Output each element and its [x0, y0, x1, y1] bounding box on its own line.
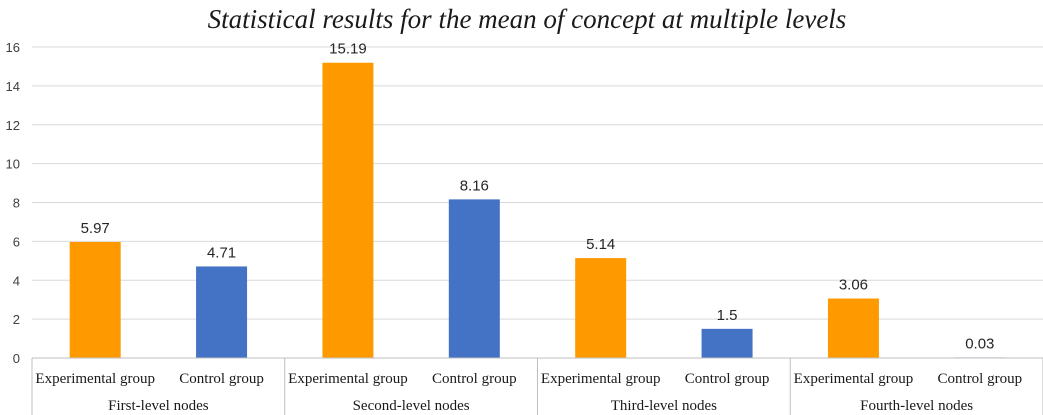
data-label: 8.16 — [460, 177, 489, 194]
x-group-label: Third-level nodes — [611, 398, 717, 414]
bars — [69, 62, 1006, 358]
bar-experimental — [69, 241, 121, 358]
x-axis: Experimental group Control group Experimen… — [31, 357, 1043, 415]
bar-experimental — [322, 62, 374, 358]
x-category-label: Experimental group — [541, 371, 661, 387]
y-tick-label: 10 — [6, 157, 20, 172]
data-label: 3.06 — [839, 277, 868, 294]
data-labels: 5.97 4.71 15.19 8.16 5.14 1.5 3.06 0.03 — [81, 41, 995, 353]
x-category-label: Experimental group — [35, 371, 155, 387]
x-group-label: First-level nodes — [108, 398, 209, 414]
bar-experimental — [827, 298, 879, 358]
y-tick-label: 8 — [13, 196, 20, 211]
y-axis-ticks: 0 2 4 6 8 10 12 14 16 — [6, 40, 20, 366]
x-category-label: Experimental group — [288, 371, 408, 387]
x-group-label: Fourth-level nodes — [860, 398, 973, 414]
x-category-label: Control group — [432, 371, 517, 387]
gridlines — [32, 46, 1043, 320]
data-label: 5.97 — [81, 220, 110, 237]
bar-experimental — [575, 258, 627, 358]
bar-control — [701, 328, 753, 358]
x-category-label: Experimental group — [794, 371, 914, 387]
y-tick-label: 0 — [13, 351, 20, 366]
chart-title: Statistical results for the mean of conc… — [208, 4, 847, 34]
y-tick-label: 14 — [6, 79, 20, 94]
data-label: 5.14 — [586, 236, 615, 253]
x-group-label: Second-level nodes — [353, 398, 470, 414]
data-label: 0.03 — [965, 335, 994, 352]
bar-control — [196, 266, 248, 358]
data-label: 1.5 — [717, 307, 738, 324]
y-tick-label: 16 — [6, 40, 20, 55]
x-category-label: Control group — [179, 371, 264, 387]
y-tick-label: 12 — [6, 118, 20, 133]
x-category-label: Control group — [938, 371, 1023, 387]
data-label: 15.19 — [329, 41, 367, 58]
y-tick-label: 2 — [13, 312, 20, 327]
bar-control — [448, 199, 500, 358]
y-tick-label: 4 — [13, 273, 20, 288]
data-label: 4.71 — [207, 244, 236, 261]
x-category-label: Control group — [685, 371, 770, 387]
y-tick-label: 6 — [13, 234, 20, 249]
